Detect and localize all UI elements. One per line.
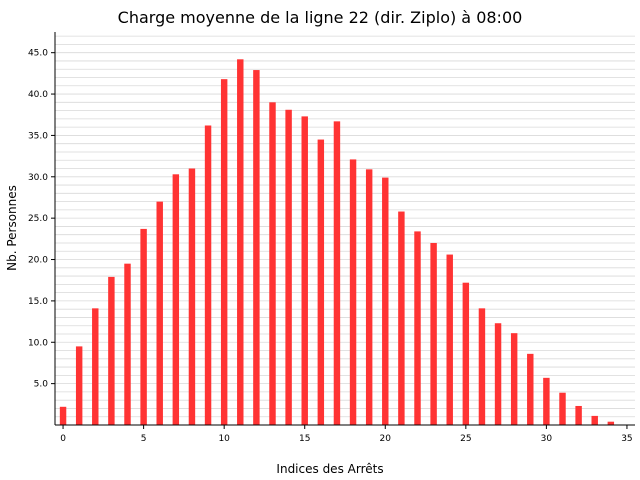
y-tick-label: 45.0 [28, 49, 48, 59]
axes [54, 32, 635, 426]
y-ticks: 5.0 10.0 15.0 20.0 25.0 30.0 35.0 40.0 45.0 [28, 49, 55, 390]
x-tick-label: 35 [621, 434, 632, 444]
x-tick-label: 5 [141, 434, 147, 444]
x-tick-label: 30 [541, 434, 553, 444]
x-tick-label: 0 [60, 434, 66, 444]
bar [462, 282, 470, 425]
bar [188, 168, 196, 425]
y-tick-label: 25.0 [28, 214, 48, 224]
bar [333, 121, 341, 426]
bar [591, 415, 598, 425]
x-axis-label: Indices des Arrêts [276, 462, 383, 476]
bar [510, 333, 518, 425]
y-tick-label: 35.0 [28, 131, 48, 141]
bar [140, 228, 147, 425]
bar [430, 242, 437, 425]
y-tick-label: 30.0 [28, 173, 48, 183]
bar [317, 139, 325, 425]
bar [204, 125, 212, 426]
bar [172, 174, 180, 425]
x-tick-label: 15 [299, 434, 310, 444]
bar [478, 308, 486, 425]
gridlines [55, 35, 635, 418]
bar [543, 377, 550, 425]
bar [108, 276, 115, 425]
bar [124, 263, 131, 425]
bar [59, 406, 67, 425]
y-tick-label: 20.0 [28, 256, 48, 266]
bar [446, 254, 453, 425]
bar [285, 109, 292, 425]
bar [559, 392, 566, 425]
x-tick-label: 20 [380, 434, 392, 444]
y-tick-label: 10.0 [28, 338, 48, 348]
x-tick-label: 25 [460, 434, 471, 444]
y-tick-label: 40.0 [28, 90, 48, 100]
x-ticks: 0 5 10 15 20 25 30 35 [60, 425, 633, 444]
bar [220, 79, 228, 425]
bar [607, 421, 615, 425]
bar [269, 102, 276, 425]
bar [301, 116, 308, 426]
x-tick-label: 10 [218, 434, 230, 444]
bar [527, 353, 534, 425]
bars [59, 59, 615, 426]
bar [575, 405, 582, 425]
y-tick-label: 5.0 [34, 380, 49, 390]
y-tick-label: 15.0 [28, 297, 48, 307]
bar [494, 323, 502, 425]
bar [382, 177, 389, 425]
bar [414, 231, 421, 425]
bar [92, 308, 99, 425]
bar [237, 59, 244, 425]
bar [75, 346, 83, 425]
bar [365, 169, 373, 425]
chart-title: Charge moyenne de la ligne 22 (dir. Zipl… [118, 8, 523, 27]
bar [253, 70, 260, 425]
y-axis-label: Nb. Personnes [5, 185, 19, 271]
bar [156, 201, 163, 425]
bar [349, 159, 357, 425]
bar [398, 211, 405, 425]
